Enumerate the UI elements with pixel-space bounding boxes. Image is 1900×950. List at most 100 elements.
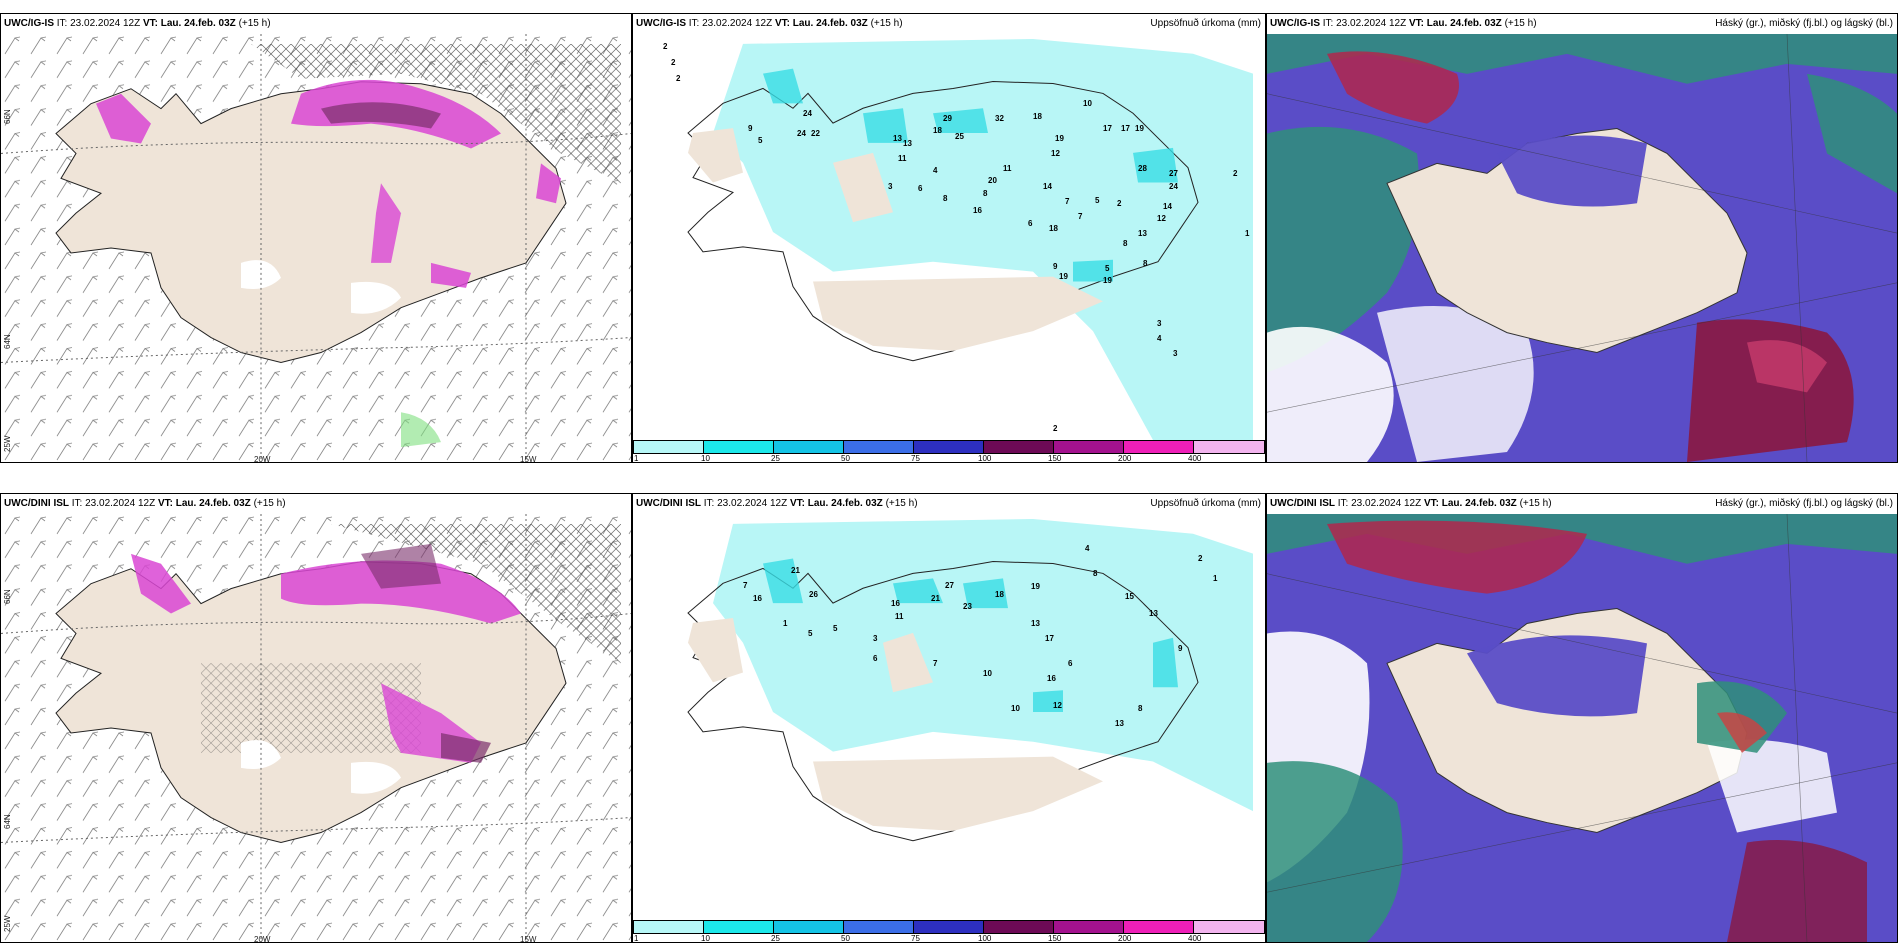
precip-value: 8 [1093, 569, 1098, 578]
hatched-region [251, 43, 621, 184]
panel-header: UWC/DINI ISL IT: 23.02.2024 12Z VT: Lau.… [1267, 494, 1897, 514]
lon-label-15: 15W [520, 455, 537, 463]
legend-swatch [1124, 920, 1194, 934]
map-area [1267, 34, 1897, 462]
lead-time: (+15 h) [253, 498, 286, 509]
lon-label-20: 20W [254, 455, 271, 463]
precip-value: 14 [1043, 182, 1052, 191]
precip-value: 11 [898, 154, 907, 163]
precip-value: 13 [893, 134, 902, 143]
panel-header: UWC/IG-IS IT: 23.02.2024 12Z VT: Lau. 24… [633, 14, 1265, 34]
precip-value: 8 [983, 189, 988, 198]
precip-value: 6 [918, 184, 923, 193]
precip-value: 24 [803, 109, 812, 118]
it-value: 23.02.2024 12Z [1351, 498, 1422, 509]
precip-value: 17 [1045, 634, 1054, 643]
it-value: 23.02.2024 12Z [85, 498, 156, 509]
wind-map-svg [1, 34, 631, 462]
model-name: UWC/IG-IS [1270, 18, 1320, 29]
precip-value: 5 [1105, 264, 1110, 273]
legend-tick: 400 [1188, 934, 1202, 943]
legend-swatch [633, 440, 704, 454]
cloud-map-svg [1267, 514, 1897, 942]
it-label: IT: [688, 18, 700, 29]
lat-label-66: 66N [3, 589, 12, 604]
map-area [1, 514, 631, 942]
lat-label-66: 66N [3, 109, 12, 124]
model-name: UWC/IG-IS [4, 18, 54, 29]
model-name: UWC/DINI ISL [4, 498, 69, 509]
precip-value: 27 [1169, 169, 1178, 178]
precip-legend: 1 10 25 50 75 100 150 200 400 [633, 440, 1265, 462]
precip-value: 18 [995, 590, 1004, 599]
precip-value: 16 [891, 599, 900, 608]
lon-label-25: 25W [3, 915, 12, 932]
lead-time: (+15 h) [870, 18, 903, 29]
map-area [633, 34, 1265, 440]
it-value: 23.02.2024 12Z [1336, 18, 1407, 29]
precip-value: 19 [1103, 276, 1112, 285]
panel-header: UWC/IG-IS IT: 23.02.2024 12Z VT: Lau. 24… [1, 14, 631, 34]
precip-map-svg [687, 38, 1253, 440]
precip-value: 10 [1011, 704, 1020, 713]
legend-swatch [914, 920, 984, 934]
precip-value: 28 [1138, 164, 1147, 173]
precip-value: 21 [931, 594, 940, 603]
precip-value: 10 [1083, 99, 1092, 108]
vt-label: VT: [157, 498, 173, 509]
legend-tick: 150 [1048, 454, 1062, 463]
legend-swatch [984, 920, 1054, 934]
cloud-panel-ig: UWC/IG-IS IT: 23.02.2024 12Z VT: Lau. 24… [1266, 13, 1898, 463]
precip-value: 4 [1157, 334, 1162, 343]
legend-swatch [1194, 440, 1265, 454]
vt-label: VT: [774, 18, 790, 29]
precip-value: 10 [983, 669, 992, 678]
precip-value: 6 [1028, 219, 1033, 228]
precip-value: 9 [1178, 644, 1183, 653]
precip-value: 5 [1095, 196, 1100, 205]
precip-value: 24 [1169, 182, 1178, 191]
legend-tick: 400 [1188, 454, 1202, 463]
legend-tick: 10 [701, 454, 710, 463]
lat-label-64: 64N [3, 814, 12, 829]
precip-value: 17 [1121, 124, 1130, 133]
legend-tick: 25 [771, 454, 780, 463]
precip-value: 22 [811, 129, 820, 138]
legend-swatch [633, 920, 704, 934]
precip-value: 19 [1135, 124, 1144, 133]
vt-label: VT: [789, 498, 805, 509]
precip-value: 2 [676, 74, 681, 83]
precip-value: 2 [671, 58, 676, 67]
legend-swatch [914, 440, 984, 454]
vt-value: Lau. 24.feb. 03Z [807, 498, 883, 509]
precip-value: 11 [1003, 164, 1012, 173]
map-area [1, 34, 631, 462]
precip-value: 7 [743, 581, 748, 590]
precip-value: 25 [955, 132, 964, 141]
precip-value: 3 [1157, 319, 1162, 328]
precip-value: 9 [748, 124, 753, 133]
wind-precip-panel-dini: UWC/DINI ISL IT: 23.02.2024 12Z VT: Lau.… [0, 493, 632, 943]
legend-swatch [1124, 440, 1194, 454]
precip-value: 20 [988, 176, 997, 185]
wind-map-svg [1, 514, 631, 942]
precip-value: 16 [973, 206, 982, 215]
precip-value: 3 [873, 634, 878, 643]
legend-tick: 10 [701, 934, 710, 943]
precip-value: 12 [1051, 149, 1060, 158]
legend-tick: 50 [841, 934, 850, 943]
precip-value: 21 [791, 566, 800, 575]
it-value: 23.02.2024 12Z [70, 18, 141, 29]
precip-map-svg [687, 518, 1253, 842]
precip-title: Uppsöfnuð úrkoma (mm) [1150, 498, 1261, 509]
map-area [1267, 514, 1897, 942]
precip-value: 24 [797, 129, 806, 138]
precip-value: 16 [753, 594, 762, 603]
precip-value: 3 [1173, 349, 1178, 358]
legend-swatch [1194, 920, 1265, 934]
lead-time: (+15 h) [1504, 18, 1537, 29]
precip-value: 32 [995, 114, 1004, 123]
precip-value: 19 [1031, 582, 1040, 591]
precip-value: 2 [1233, 169, 1238, 178]
precip-value: 6 [1068, 659, 1073, 668]
